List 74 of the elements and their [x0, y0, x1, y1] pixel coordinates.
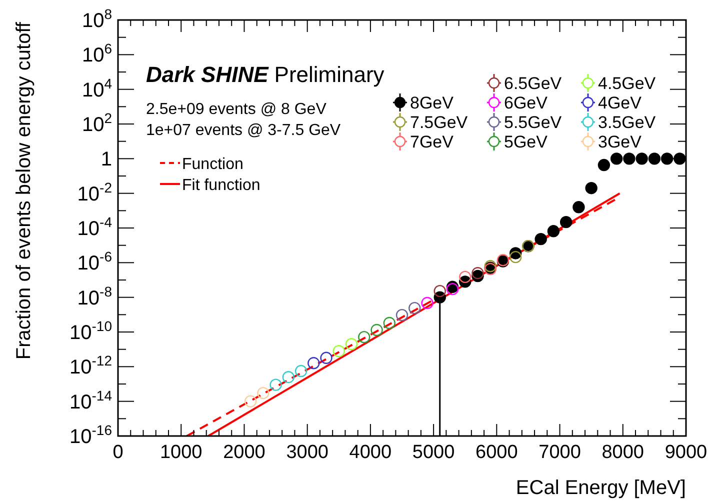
point [648, 152, 661, 165]
legend-label: 6GeV [504, 94, 548, 112]
point [674, 152, 686, 165]
point [547, 225, 560, 238]
point [244, 395, 257, 408]
x-axis-title: ECal Energy [MeV] [516, 477, 686, 499]
point [585, 182, 598, 194]
y-tick-label: 1 [100, 148, 112, 171]
point [370, 324, 383, 336]
y-tick-label: 10$^{-16}$ [70, 422, 112, 448]
y-tick-label: 10$^{-8}$ [77, 283, 112, 310]
legend-label: 3.5GeV [598, 113, 656, 132]
x-tick-label: 8000 [602, 442, 644, 463]
legend-label: 5.5GeV [504, 113, 562, 132]
x-tick-label: 1000 [160, 442, 202, 463]
y-tick-label: 10$^{8}$ [82, 6, 112, 32]
y-tick-label: 10$^{-6}$ [77, 248, 112, 275]
point [510, 250, 522, 264]
point [383, 316, 396, 330]
x-tick-label: 6000 [476, 442, 518, 463]
y-axis-title: Fraction of events below energy cutoff [13, 22, 35, 360]
point [308, 357, 320, 370]
annotation: Dark SHINE [146, 62, 270, 87]
annotation: 2.5e+09 events @ 8 GeV [146, 101, 327, 118]
point [408, 302, 421, 314]
y-tick-label: 10$^{-4}$ [77, 214, 112, 240]
point [358, 330, 370, 344]
x-tick-label: 9000 [664, 442, 708, 463]
point [434, 284, 446, 298]
y-tick-label: 10$^{6}$ [82, 40, 112, 67]
point [320, 352, 332, 364]
legend-label: 7.5GeV [410, 113, 468, 132]
point [421, 296, 434, 310]
point [396, 308, 408, 322]
point [610, 152, 623, 165]
legend-label: 5GeV [504, 132, 548, 152]
point [660, 152, 674, 165]
point [572, 201, 585, 214]
y-tick-label: 10$^{-14}$ [70, 387, 112, 414]
y-tick-label: 10$^{-2}$ [77, 179, 112, 206]
point [560, 216, 572, 228]
point [282, 371, 294, 384]
legend-label: 4GeV [598, 94, 642, 112]
x-tick-label: 3000 [286, 442, 328, 463]
legend-label: 3GeV [598, 132, 642, 152]
legend-label: 8GeV [410, 94, 454, 112]
point [459, 270, 472, 284]
point [332, 345, 345, 358]
legend-label: 7GeV [410, 132, 454, 152]
point [636, 152, 648, 165]
x-tick-label: 7000 [538, 442, 581, 463]
point [534, 232, 547, 246]
y-tick-label: 10$^{4}$ [82, 75, 112, 102]
x-tick-label: 2000 [223, 442, 266, 463]
y-tick-label: 10$^{-10}$ [70, 318, 112, 344]
y-tick-label: 10$^{-12}$ [70, 352, 112, 379]
point [257, 386, 270, 400]
annotation: 1e+07 events @ 3-7.5 GeV [146, 122, 341, 139]
legend-label: 6.5GeV [504, 74, 562, 93]
legend-label: 4.5GeV [598, 74, 656, 93]
point [598, 158, 610, 172]
legend-label: Function [182, 156, 244, 173]
point [446, 282, 459, 296]
x-tick-label: 4000 [349, 442, 392, 463]
x-tick-label: 0 [112, 442, 124, 463]
x-tick-label: 5000 [412, 442, 455, 463]
point [270, 378, 282, 391]
point [345, 338, 358, 350]
y-tick-label: 10$^{2}$ [82, 110, 112, 136]
legend-label: Fit function [182, 177, 260, 194]
point [623, 152, 636, 165]
point [472, 267, 484, 280]
point [294, 364, 308, 378]
annotation: Preliminary [274, 62, 384, 87]
